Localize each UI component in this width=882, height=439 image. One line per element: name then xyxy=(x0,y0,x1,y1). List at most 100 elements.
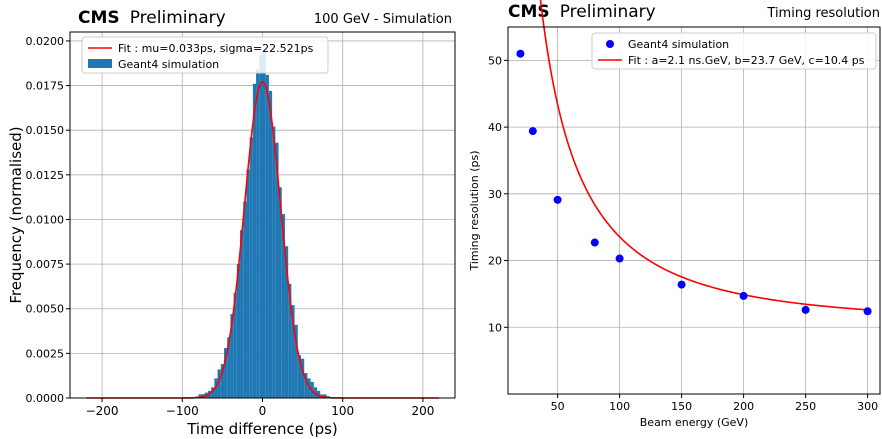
histogram-bar xyxy=(227,337,231,398)
left-y-tick-label: 0.0025 xyxy=(26,347,65,360)
right-x-tick-label: 50 xyxy=(551,400,565,413)
right-status-label: Preliminary xyxy=(560,2,656,22)
right-y-ticks: 10 20 30 40 50 xyxy=(488,54,508,334)
histogram-bar xyxy=(265,74,269,398)
histogram-bar xyxy=(272,126,276,398)
histogram-bar xyxy=(313,387,318,398)
histogram-bar xyxy=(246,169,250,398)
right-x-tick-label: 300 xyxy=(857,400,878,413)
left-experiment-label: CMS xyxy=(78,8,120,28)
right-experiment-label: CMS xyxy=(508,2,550,22)
histogram-bar xyxy=(281,214,285,398)
right-fit-curve xyxy=(539,0,868,311)
right-legend-box xyxy=(591,32,877,70)
histogram-bar xyxy=(297,355,301,398)
left-x-axis-label: Time difference (ps) xyxy=(186,420,338,438)
histogram-bar xyxy=(268,90,273,398)
histogram-bar xyxy=(224,348,228,398)
right-y-axis-label: Timing resolution (ps) xyxy=(468,150,481,271)
right-x-tick-label: 100 xyxy=(609,400,630,413)
histogram-bar xyxy=(243,201,247,398)
right-legend-points-swatch xyxy=(606,40,614,48)
right-header-right: Timing resolution xyxy=(766,6,880,21)
histogram-bar xyxy=(198,394,202,398)
left-legend-box xyxy=(81,36,329,74)
histogram-bar xyxy=(262,51,266,398)
histogram-bar xyxy=(317,390,321,398)
histogram-bar xyxy=(240,230,244,398)
histogram-bar xyxy=(256,69,260,399)
right-x-ticks: 50 100 150 200 250 300 xyxy=(551,394,878,413)
histogram-bar xyxy=(323,394,327,398)
left-y-tick-label: 0.0100 xyxy=(26,213,65,226)
left-y-tick-label: 0.0175 xyxy=(26,80,65,93)
right-legend-fit-label: Fit : a=2.1 ns.GeV, b=23.7 GeV, c=10.4 p… xyxy=(628,54,865,67)
histogram-bar xyxy=(307,378,311,398)
left-y-tick-label: 0.0050 xyxy=(26,303,65,316)
data-point xyxy=(801,305,810,314)
left-x-tick-label: −100 xyxy=(166,404,199,418)
left-header-right: 100 GeV - Simulation xyxy=(314,12,452,27)
left-cms-header: CMS Preliminary xyxy=(78,8,226,28)
right-cms-header: CMS Preliminary xyxy=(508,2,656,22)
histogram-bar xyxy=(252,83,257,399)
data-point xyxy=(615,254,624,263)
right-y-tick-label: 10 xyxy=(488,321,502,334)
left-x-tick-label: 200 xyxy=(411,404,434,418)
histogram-bar xyxy=(217,369,221,398)
data-point xyxy=(863,307,872,316)
histogram-bar xyxy=(230,314,234,398)
histogram-bar xyxy=(294,324,298,398)
right-y-tick-label: 30 xyxy=(488,188,502,201)
histogram-bar xyxy=(236,264,241,398)
histogram-bar xyxy=(233,292,237,398)
left-x-ticks: −200 −100 0 100 200 xyxy=(86,398,434,418)
histogram-bar xyxy=(301,358,305,398)
histogram-bar xyxy=(288,283,292,398)
histogram-bar xyxy=(278,187,282,398)
left-status-label: Preliminary xyxy=(130,8,226,28)
data-point xyxy=(677,280,686,289)
histogram-bar xyxy=(284,246,289,398)
right-legend: Geant4 simulation Fit : a=2.1 ns.GeV, b=… xyxy=(591,32,877,70)
right-y-tick-label: 50 xyxy=(488,54,502,67)
right-legend-points-label: Geant4 simulation xyxy=(628,38,729,51)
histogram-bar xyxy=(275,142,279,398)
data-point xyxy=(528,127,537,136)
left-y-axis-label: Frequency (normalised) xyxy=(7,126,25,303)
left-x-tick-label: 100 xyxy=(331,404,354,418)
right-plot-frame xyxy=(507,26,881,395)
histogram-bar xyxy=(291,305,295,398)
left-chart: CMS Preliminary 100 GeV - Simulation −20… xyxy=(7,8,456,438)
right-x-tick-label: 250 xyxy=(795,400,816,413)
histogram-bar xyxy=(249,137,253,398)
left-y-tick-label: 0.0075 xyxy=(26,258,65,271)
left-y-tick-label: 0.0200 xyxy=(26,35,65,48)
right-x-tick-label: 150 xyxy=(671,400,692,413)
left-y-ticks: 0.0000 0.0025 0.0050 0.0075 0.0100 0.0125 0.01… xyxy=(26,35,70,405)
left-legend-histogram-label: Geant4 simulation xyxy=(118,58,219,71)
left-legend: Fit : mu=0.033ps, sigma=22.521ps Geant4 … xyxy=(81,36,329,74)
left-x-tick-label: 0 xyxy=(259,404,267,418)
left-legend-fit-label: Fit : mu=0.033ps, sigma=22.521ps xyxy=(118,42,314,55)
left-histogram xyxy=(188,51,334,399)
right-x-tick-label: 200 xyxy=(733,400,754,413)
right-data-points xyxy=(516,49,872,316)
right-grid xyxy=(508,27,880,394)
left-y-tick-label: 0.0150 xyxy=(26,124,65,137)
histogram-bar xyxy=(259,55,263,399)
right-y-tick-label: 40 xyxy=(488,121,502,134)
data-point xyxy=(739,291,748,300)
histogram-bar xyxy=(304,373,308,398)
histogram-bar xyxy=(220,364,224,398)
left-y-tick-label: 0.0125 xyxy=(26,169,65,182)
histogram-bar xyxy=(214,378,218,398)
left-x-tick-label: −200 xyxy=(86,404,119,418)
right-x-axis-label: Beam energy (GeV) xyxy=(640,416,749,429)
histogram-bar xyxy=(211,387,215,398)
left-legend-histogram-swatch xyxy=(88,59,112,68)
data-point xyxy=(553,195,562,204)
data-point xyxy=(590,238,599,247)
right-chart: CMS Preliminary Timing resolution 50 100 1… xyxy=(468,0,881,429)
